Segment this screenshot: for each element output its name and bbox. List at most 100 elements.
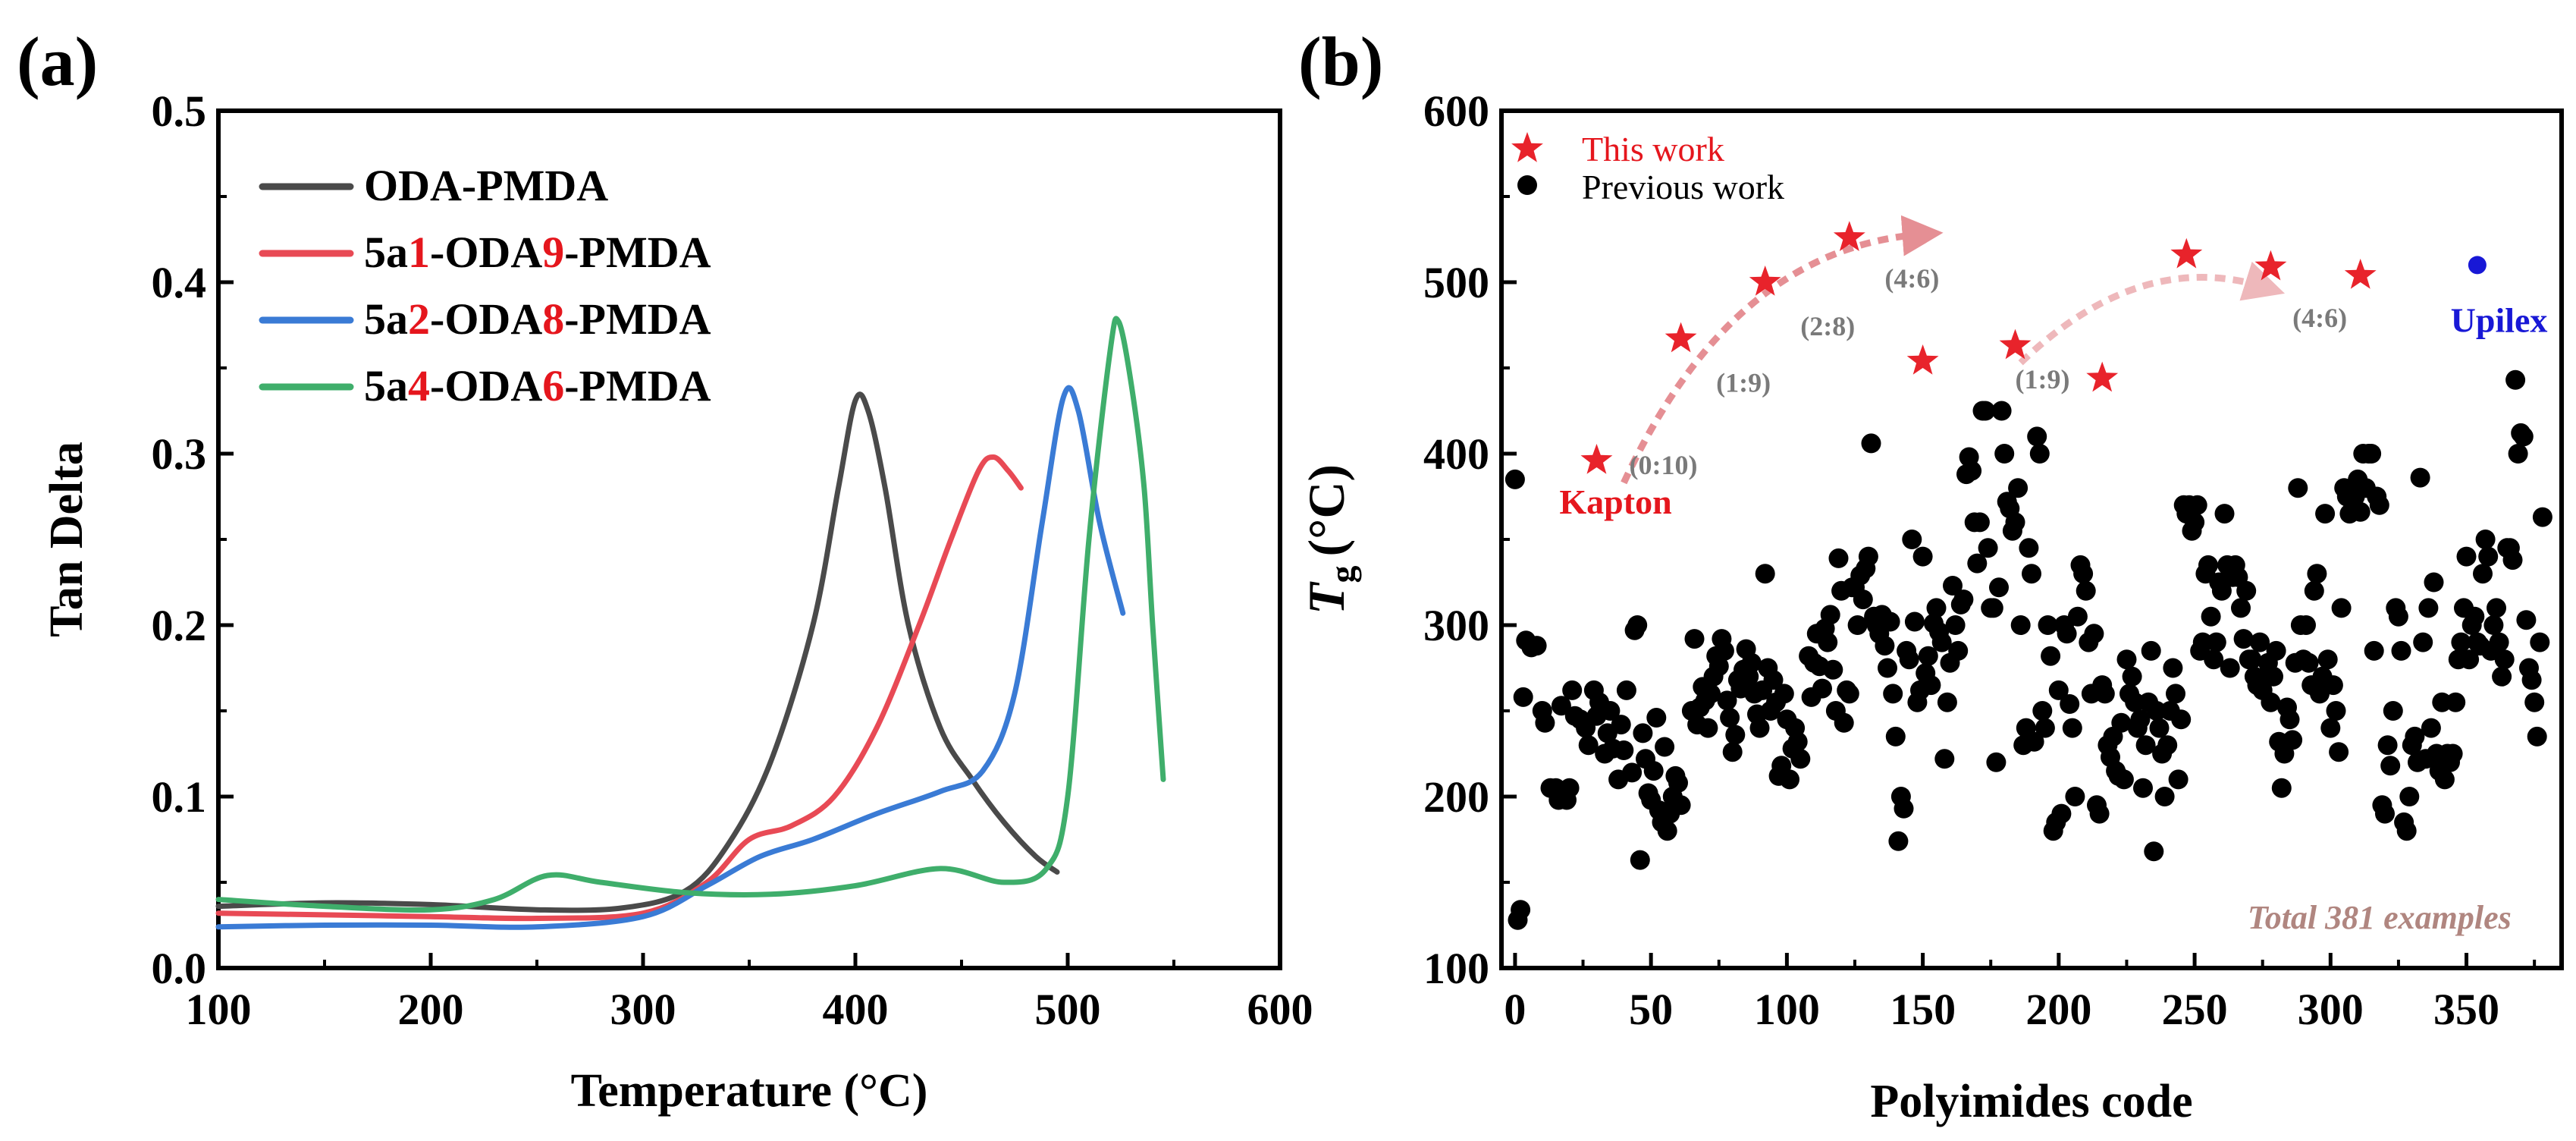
legend-entry-part: 1 [408, 228, 430, 277]
previous-work-point [1627, 615, 1648, 635]
legend-entry: 5a4-ODA6-PMDA [364, 361, 711, 410]
previous-work-point [1989, 577, 2009, 598]
previous-work-point [2380, 756, 2401, 776]
panel-b-y-axis-title: Tg (°C) [1297, 464, 1362, 615]
this-work-star [1999, 328, 2032, 360]
previous-work-point [1969, 512, 1990, 533]
previous-work-point [1894, 798, 1914, 819]
previous-work-point [1511, 900, 1531, 920]
legend-entry-part: -PMDA [564, 361, 711, 410]
previous-work-point [2154, 787, 2175, 806]
previous-work-point [1551, 696, 1571, 716]
previous-work-point [1861, 433, 1881, 454]
previous-work-point [1912, 546, 1933, 567]
x-tick-label: 500 [1035, 985, 1101, 1034]
y-axis-title-unit: (°C) [1297, 464, 1355, 557]
y-tick-label: 500 [1423, 258, 1489, 307]
legend-entry-part: 5a [364, 294, 408, 344]
legend-entry-part: 4 [408, 361, 430, 410]
this-work-star [2086, 361, 2119, 392]
previous-work-point [1622, 762, 1643, 783]
ratio-annotation: (0:10) [1629, 450, 1697, 480]
trend-arrow [1621, 215, 1944, 485]
previous-work-point [2084, 624, 2104, 644]
previous-work-point [2171, 709, 2192, 730]
legend-previous-work: Previous work [1582, 168, 1784, 206]
y-tick-label: 0.3 [152, 429, 207, 479]
previous-work-point [2383, 701, 2403, 721]
previous-work-point [2242, 649, 2262, 670]
previous-work-point [2198, 555, 2218, 575]
previous-work-point [2375, 803, 2395, 824]
previous-work-point [2451, 632, 2471, 652]
previous-work-point [2130, 709, 2151, 730]
legend-dot-marker [1517, 175, 1537, 195]
previous-work-point [2494, 649, 2515, 670]
previous-work-point [2008, 478, 2028, 498]
this-work-star [1749, 266, 1781, 296]
previous-work-point [2163, 658, 2183, 678]
previous-work-point [1934, 749, 1955, 769]
x-tick-label: 100 [1754, 985, 1820, 1034]
previous-work-point [1921, 675, 1941, 696]
previous-work-point [1878, 658, 1897, 678]
previous-work-point [1926, 598, 1947, 618]
previous-work-point [2168, 769, 2189, 790]
legend-entry-part: 9 [542, 228, 564, 277]
previous-work-point [2483, 615, 2504, 635]
previous-work-point [1633, 723, 1653, 743]
previous-work-point [2057, 624, 2077, 644]
previous-work-point [2201, 606, 2221, 627]
x-tick-label: 50 [1629, 985, 1673, 1034]
previous-work-point [2149, 718, 2170, 738]
previous-work-point [2032, 701, 2053, 721]
previous-work-point [2122, 666, 2142, 687]
y-tick-label: 0.1 [152, 772, 207, 822]
previous-work-point [1975, 401, 1996, 421]
previous-work-point [1858, 546, 1878, 567]
previous-work-point [2089, 803, 2110, 824]
previous-work-point [2233, 629, 2254, 649]
previous-work-point [2236, 580, 2257, 601]
previous-work-point [2369, 495, 2389, 515]
previous-work-point [2204, 649, 2224, 670]
x-tick-label: 400 [823, 985, 889, 1034]
previous-work-point [2266, 640, 2286, 661]
previous-work-point [2418, 598, 2439, 618]
panel-a-label: (a) [17, 23, 98, 100]
previous-work-point [2141, 640, 2161, 661]
previous-work-point [1755, 564, 1775, 584]
previous-work-point [1834, 712, 1854, 733]
previous-work-point [2024, 731, 2044, 752]
previous-work-point [2048, 680, 2069, 700]
previous-work-point [1722, 742, 1743, 762]
previous-work-point [2250, 632, 2270, 652]
previous-work-point [1600, 701, 1621, 721]
y-tick-label: 300 [1423, 601, 1489, 650]
previous-work-point [1839, 684, 1859, 704]
y-tick-label: 100 [1423, 944, 1489, 993]
kapton-label: Kapton [1559, 482, 1671, 521]
previous-work-point [2135, 735, 2156, 756]
previous-work-point [2288, 478, 2308, 498]
previous-work-point [2231, 598, 2251, 618]
previous-work-point [1853, 589, 1873, 610]
previous-work-point [2413, 632, 2433, 652]
previous-work-point [1559, 778, 1580, 798]
previous-work-point [2027, 426, 2047, 447]
previous-work-point [2443, 743, 2463, 764]
this-work-star [2344, 259, 2377, 289]
previous-work-point [1828, 548, 1849, 568]
previous-work-point [2116, 649, 2137, 670]
previous-work-point [2051, 803, 2072, 824]
previous-work-point [2331, 598, 2352, 618]
y-tick-label: 0.0 [152, 944, 207, 993]
previous-work-point [1616, 680, 1636, 700]
previous-work-point [2326, 701, 2346, 721]
legend-entry-part: 8 [542, 294, 564, 344]
previous-work-point [2527, 726, 2547, 747]
x-tick-label: 100 [186, 985, 252, 1034]
previous-work-point [2113, 769, 2134, 790]
previous-work-point [1787, 731, 1808, 752]
previous-work-point [2350, 501, 2370, 522]
